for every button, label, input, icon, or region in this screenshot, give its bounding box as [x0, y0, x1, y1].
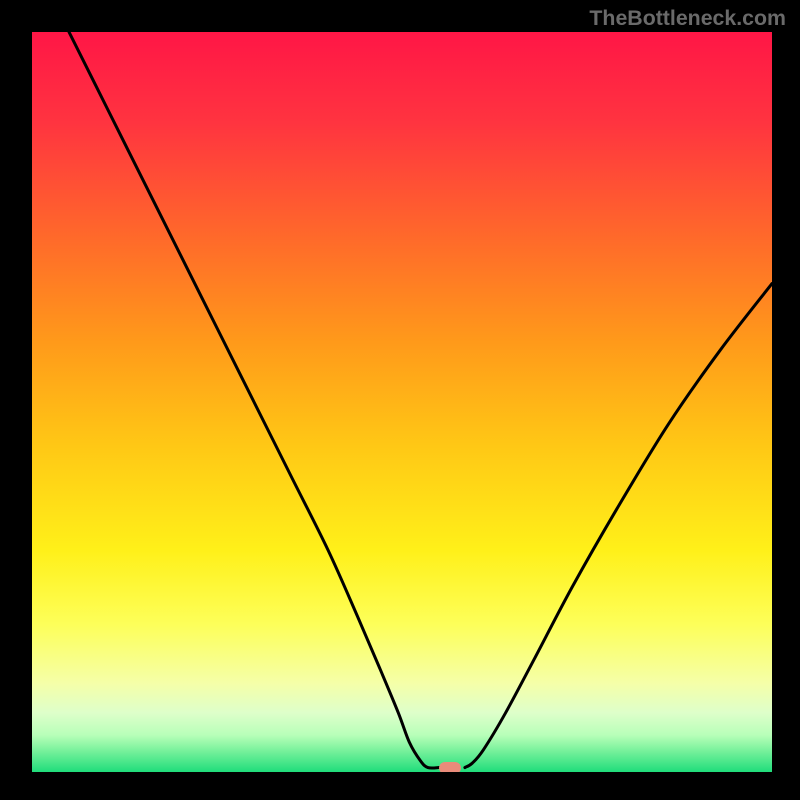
bottleneck-curve [32, 32, 772, 772]
chart-frame: TheBottleneck.com [0, 0, 800, 800]
curve-right-branch [465, 284, 772, 768]
plot-area [32, 32, 772, 772]
curve-left-branch [69, 32, 439, 768]
minimum-marker [439, 762, 461, 772]
watermark-text: TheBottleneck.com [589, 6, 786, 31]
